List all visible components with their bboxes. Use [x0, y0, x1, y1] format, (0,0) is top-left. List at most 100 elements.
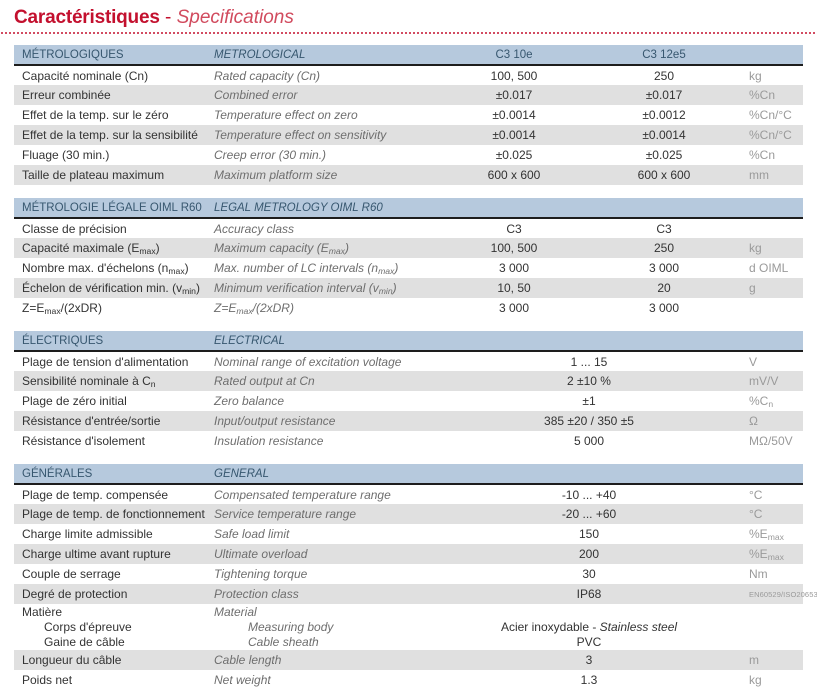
- material-values: Acier inoxydable - Stainless steel PVC: [439, 604, 739, 650]
- section-header-en: GENERAL: [214, 464, 439, 485]
- row-label-fr: Classe de précision: [14, 218, 214, 238]
- row-label-en: Cable length: [214, 650, 439, 670]
- row-value-merged: 2 ±10 %: [439, 371, 739, 391]
- table-row-material: Matière Corps d'épreuve Gaine de câble M…: [14, 604, 803, 650]
- row-label-fr: Charge ultime avant rupture: [14, 544, 214, 564]
- table-row: Effet de la temp. sur le zéro Temperatur…: [14, 105, 803, 125]
- table-row: Plage de temp. compensée Compensated tem…: [14, 484, 803, 504]
- row-label-fr: Plage de tension d'alimentation: [14, 351, 214, 371]
- row-value-merged: -10 ... +40: [439, 484, 739, 504]
- row-label-fr: Poids net: [14, 670, 214, 690]
- row-unit: [739, 298, 803, 318]
- section-header-filler-3: [739, 464, 803, 485]
- row-unit: V: [739, 351, 803, 371]
- section-header-filler-1: [439, 198, 589, 219]
- row-value-1: 100, 500: [439, 65, 589, 85]
- row-label-fr: Sensibilité nominale à Cn: [14, 371, 214, 391]
- row-label-en: Temperature effect on sensitivity: [214, 125, 439, 145]
- row-label-en: Tightening torque: [214, 564, 439, 584]
- specifications-table-body: MÉTROLOGIQUES METROLOGICAL C3 10e C3 12e…: [14, 45, 817, 690]
- row-label-fr: Capacité maximale (Emax): [14, 238, 214, 258]
- row-value-1: ±0.0014: [439, 125, 589, 145]
- row-unit: %Cn: [739, 391, 803, 411]
- section-header-legal-metrology: MÉTROLOGIE LÉGALE OIML R60 LEGAL METROLO…: [14, 198, 803, 219]
- row-label-fr: Couple de serrage: [14, 564, 214, 584]
- column-header-value-2: C3 12e5: [589, 45, 739, 66]
- row-value-2: 250: [589, 238, 739, 258]
- page-title-block: Caractéristiques - Specifications: [0, 0, 817, 34]
- page-title: Caractéristiques - Specifications: [14, 6, 817, 29]
- table-row: Degré de protection Protection class IP6…: [14, 584, 817, 604]
- row-value-2: ±0.0012: [589, 105, 739, 125]
- table-row: Résistance d'isolement Insulation resist…: [14, 431, 803, 451]
- material-labels-en: Material Measuring body Cable sheath: [214, 604, 439, 650]
- material-label-en-2: Cable sheath: [248, 635, 319, 649]
- row-label-en: Rated output at Cn: [214, 371, 439, 391]
- section-header-filler-2: [589, 198, 739, 219]
- row-value-1: 100, 500: [439, 238, 589, 258]
- row-value-merged: 5 000: [439, 431, 739, 451]
- row-value-2: ±0.025: [589, 145, 739, 165]
- row-unit-standard: EN60529/ISO20653: [739, 584, 817, 604]
- row-label-en: Ultimate overload: [214, 544, 439, 564]
- row-value-merged: 200: [439, 544, 739, 564]
- row-value-merged: 150: [439, 524, 739, 544]
- table-row: Plage de tension d'alimentation Nominal …: [14, 351, 803, 371]
- material-label-fr-1: Corps d'épreuve: [44, 620, 132, 634]
- row-label-fr: Z=Emax/(2xDR): [14, 298, 214, 318]
- row-value-1: 3 000: [439, 298, 589, 318]
- table-row: Plage de temp. de fonctionnement Service…: [14, 504, 803, 524]
- row-unit: %Cn/°C: [739, 125, 803, 145]
- section-header-fr: MÉTROLOGIQUES: [14, 45, 214, 66]
- specifications-table: MÉTROLOGIQUES METROLOGICAL C3 10e C3 12e…: [14, 45, 817, 690]
- table-row: Erreur combinée Combined error ±0.017 ±0…: [14, 85, 803, 105]
- material-value-1: Acier inoxydable - Stainless steel: [439, 620, 739, 635]
- row-value-2: 250: [589, 65, 739, 85]
- row-label-fr: Plage de temp. de fonctionnement: [14, 504, 214, 524]
- row-value-merged: 1 ... 15: [439, 351, 739, 371]
- row-value-merged: 385 ±20 / 350 ±5: [439, 411, 739, 431]
- material-value-0: [439, 605, 739, 620]
- section-header-filler-1: [439, 464, 589, 485]
- row-unit: [739, 218, 803, 238]
- row-label-en: Zero balance: [214, 391, 439, 411]
- row-unit: MΩ/50V: [739, 431, 803, 451]
- table-row: Charge limite admissible Safe load limit…: [14, 524, 803, 544]
- row-unit: mm: [739, 165, 803, 185]
- row-label-en: Safe load limit: [214, 524, 439, 544]
- row-value-2: ±0.017: [589, 85, 739, 105]
- row-value-1: 10, 50: [439, 278, 589, 298]
- section-header-filler-3: [739, 198, 803, 219]
- row-value-1: ±0.0014: [439, 105, 589, 125]
- row-value-2: 3 000: [589, 258, 739, 278]
- row-value-1: C3: [439, 218, 589, 238]
- row-value-merged: 3: [439, 650, 739, 670]
- row-unit: °C: [739, 504, 803, 524]
- row-value-merged: 30: [439, 564, 739, 584]
- section-header-en: ELECTRICAL: [214, 331, 439, 352]
- section-header-metrological: MÉTROLOGIQUES METROLOGICAL C3 10e C3 12e…: [14, 45, 803, 66]
- row-value-merged: 1.3: [439, 670, 739, 690]
- row-label-fr: Plage de zéro initial: [14, 391, 214, 411]
- material-labels-fr: Matière Corps d'épreuve Gaine de câble: [14, 604, 214, 650]
- section-header-filler-2: [589, 331, 739, 352]
- row-label-fr: Effet de la temp. sur le zéro: [14, 105, 214, 125]
- section-header-general: GÉNÉRALES GENERAL: [14, 464, 803, 485]
- row-label-fr: Échelon de vérification min. (vmin): [14, 278, 214, 298]
- row-label-en: Protection class: [214, 584, 439, 604]
- row-unit: %Cn: [739, 145, 803, 165]
- row-unit: kg: [739, 65, 803, 85]
- row-unit: %Cn: [739, 85, 803, 105]
- table-row: Résistance d'entrée/sortie Input/output …: [14, 411, 803, 431]
- section-header-fr: GÉNÉRALES: [14, 464, 214, 485]
- table-row: Charge ultime avant rupture Ultimate ove…: [14, 544, 803, 564]
- row-label-fr: Taille de plateau maximum: [14, 165, 214, 185]
- material-unit: [739, 604, 803, 650]
- row-label-en: Service temperature range: [214, 504, 439, 524]
- row-value-2: ±0.0014: [589, 125, 739, 145]
- row-value-1: 600 x 600: [439, 165, 589, 185]
- row-label-en: Insulation resistance: [214, 431, 439, 451]
- row-label-fr: Charge limite admissible: [14, 524, 214, 544]
- row-label-fr: Capacité nominale (Cn): [14, 65, 214, 85]
- row-value-2: 600 x 600: [589, 165, 739, 185]
